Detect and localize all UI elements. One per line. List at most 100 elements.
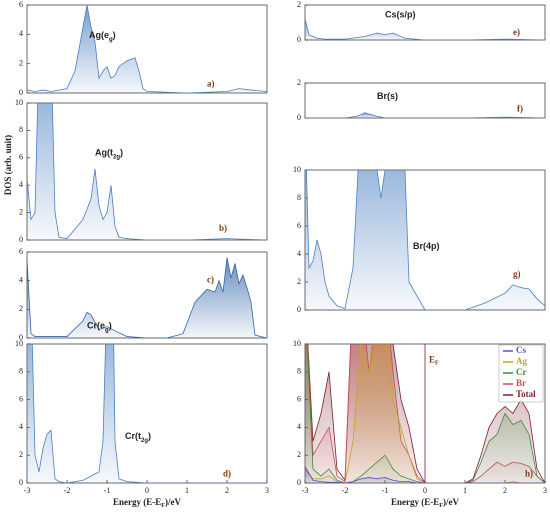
y-tick-label: 4 (19, 180, 23, 189)
plot-area (27, 5, 267, 93)
x-tick-label: -2 (64, 486, 71, 495)
x-tick-label: 1 (463, 486, 467, 495)
panel-tag: e) (513, 27, 520, 37)
area-fill (305, 466, 545, 483)
area-fill (27, 103, 267, 240)
y-tick-label: 10 (293, 339, 301, 348)
text-part: Energy (E-E (113, 497, 161, 507)
x-tick-label: 1 (185, 486, 189, 495)
panel-label: Cr(eg) (87, 321, 112, 333)
text-part: F (435, 361, 439, 367)
y-tick-label: 8 (297, 193, 301, 202)
y-tick-label: 8 (297, 367, 301, 376)
panel-label: Br(4p) (413, 241, 440, 251)
text-part: ) (148, 432, 151, 442)
y-tick-label: 4 (19, 422, 23, 431)
area-fill (27, 344, 267, 483)
text-part: 2g (141, 438, 148, 444)
area-fill (305, 170, 545, 310)
x-axis-label: Energy (E-EF)/eV (113, 497, 181, 509)
y-tick-label: 2 (19, 58, 23, 67)
y-tick-label: 6 (297, 221, 301, 230)
panel-tag: c) (207, 275, 214, 285)
y-tick-label: 4 (297, 422, 301, 431)
text-part: ) (109, 321, 112, 331)
y-tick-label: 6 (19, 247, 23, 256)
y-tick-label: 2 (297, 450, 301, 459)
text-part: E (429, 355, 435, 365)
x-tick-label: 0 (423, 486, 427, 495)
plot-frame (304, 82, 546, 119)
y-tick-label: 2 (297, 0, 301, 9)
panel-label: Ag(eg) (89, 30, 116, 42)
dos-line (305, 112, 545, 118)
text-part: Ag(t (95, 148, 113, 158)
x-axis-label: Energy (E-EF)/eV (391, 497, 459, 509)
y-tick-label: 4 (19, 275, 23, 284)
y-tick-label: 6 (297, 394, 301, 403)
plot-frame (26, 343, 268, 484)
panel-label: Ag(t2g) (95, 148, 123, 160)
legend-label: Total (516, 389, 536, 399)
area-fill (305, 344, 545, 483)
dos-line (27, 257, 267, 338)
text-part: 2g (113, 154, 120, 160)
text-part: ) (113, 30, 116, 40)
plot-frame (304, 4, 546, 41)
panel-tag: b) (219, 223, 227, 233)
text-part: Br(4p) (413, 241, 440, 251)
legend-label: Cs (516, 345, 526, 355)
x-tick-label: 3 (543, 486, 547, 495)
y-tick-label: 2 (19, 304, 23, 313)
text-part: Ag(e (89, 30, 109, 40)
panel-label: Br(s) (377, 91, 398, 101)
y-tick-label: 2 (297, 277, 301, 286)
y-tick-label: 4 (19, 29, 23, 38)
x-tick-label: -2 (342, 486, 349, 495)
dos-line (307, 344, 545, 483)
panel-label: Cs(s/p) (385, 10, 416, 20)
area-fill (305, 19, 545, 40)
panel-tag: d) (223, 469, 231, 479)
y-tick-label: 6 (19, 0, 23, 9)
x-tick-label: 2 (503, 486, 507, 495)
fermi-label: EF (429, 355, 439, 367)
plot-area (27, 257, 267, 338)
panel-tag: f) (517, 103, 523, 113)
y-tick-label: 0 (19, 235, 23, 244)
x-tick-label: -3 (302, 486, 309, 495)
y-tick-label: 10 (293, 165, 301, 174)
text-part: F (161, 503, 165, 509)
y-tick-label: 0 (19, 478, 23, 487)
dos-line (27, 5, 267, 93)
y-tick-label: 8 (19, 125, 23, 134)
y-tick-label: 0 (297, 35, 301, 44)
y-tick-label: 8 (19, 367, 23, 376)
panel-tag: g) (513, 269, 521, 279)
y-tick-label: 6 (19, 394, 23, 403)
legend-label: Cr (516, 367, 527, 377)
plot-area (305, 344, 545, 483)
x-tick-label: 2 (225, 486, 229, 495)
plot-area (305, 18, 545, 40)
text-part: )/eV (443, 497, 459, 507)
y-tick-label: 2 (19, 450, 23, 459)
x-tick-label: -3 (24, 486, 31, 495)
area-fill (27, 257, 267, 338)
plot-frame (26, 4, 268, 94)
text-part: g (109, 36, 113, 42)
dos-line (306, 170, 545, 310)
x-tick-label: -1 (382, 486, 389, 495)
y-tick-label: 4 (297, 249, 301, 258)
plot-area (305, 112, 545, 118)
plot-area (27, 103, 267, 240)
text-part: Energy (E-E (391, 497, 439, 507)
dos-line (305, 18, 545, 40)
text-part: Cr(t (125, 432, 141, 442)
text-part: Cr(e (87, 321, 105, 331)
y-tick-label: 6 (19, 153, 23, 162)
plot-area (27, 344, 267, 483)
x-tick-label: -1 (104, 486, 111, 495)
text-part: Br(s) (377, 91, 398, 101)
